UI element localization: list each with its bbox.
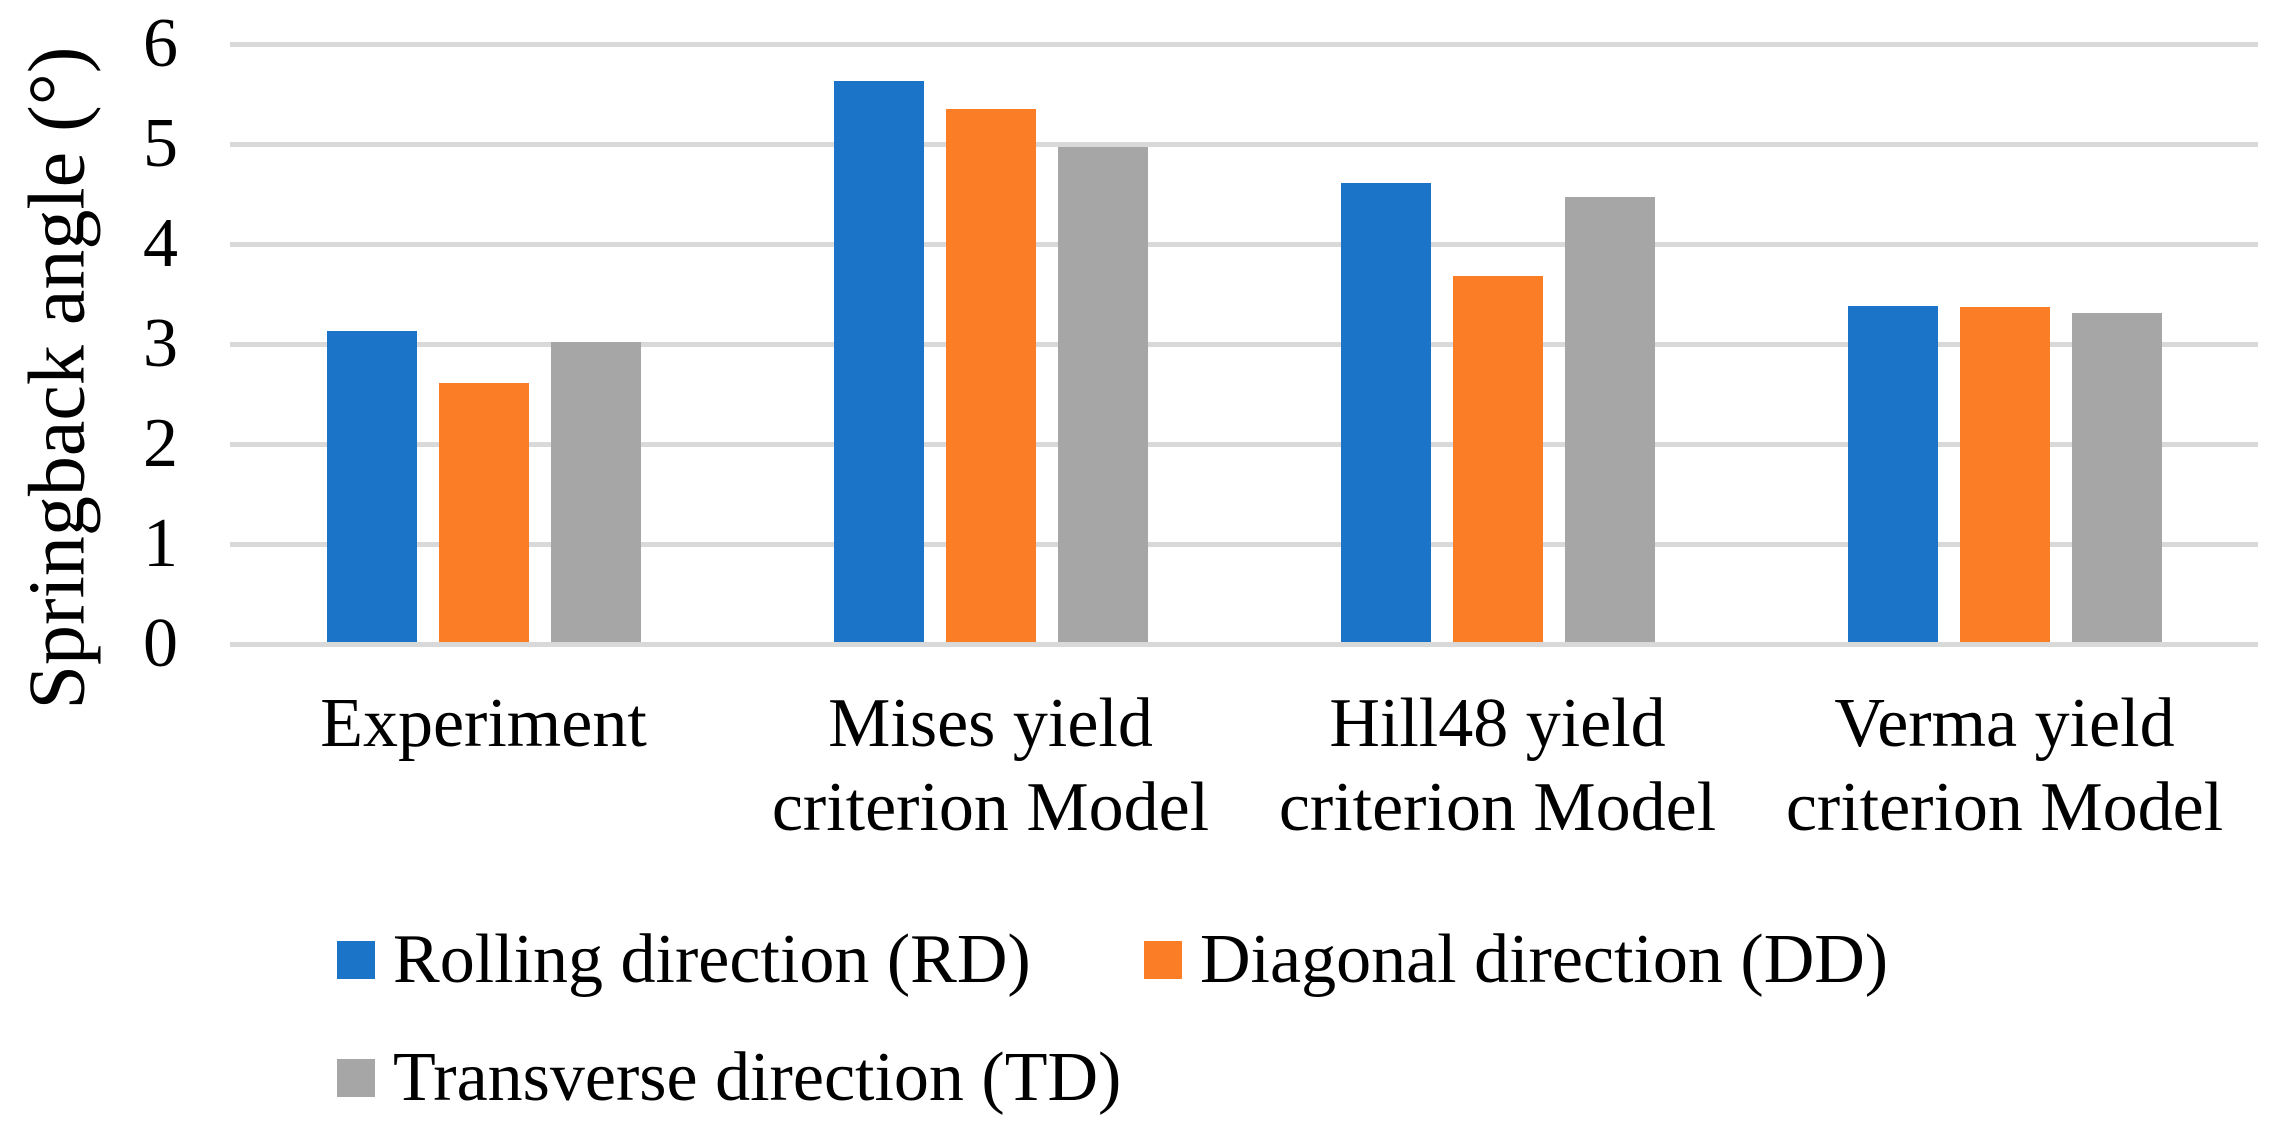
bar-dd-group-0: [438, 383, 529, 642]
bar-td-group-1: [1057, 147, 1148, 642]
bar-rd-group-3: [1847, 306, 1938, 642]
plot-area: [230, 42, 2258, 647]
bar-td-group-2: [1564, 197, 1655, 642]
legend-label: Transverse direction (TD): [393, 1039, 1122, 1116]
gridline-y-3: [230, 342, 2258, 347]
bar-dd-group-1: [945, 109, 1036, 642]
x-category-label-2: Hill48 yield criterion Model: [1278, 685, 1717, 846]
y-tick-label-3: 3: [143, 305, 178, 382]
gridline-y-1: [230, 542, 2258, 547]
gridline-y-4: [230, 242, 2258, 247]
legend-swatch-icon: [1144, 941, 1182, 979]
x-category-label-3: Verma yield criterion Model: [1785, 685, 2224, 846]
y-tick-label-4: 4: [143, 205, 178, 282]
y-tick-label-2: 2: [143, 405, 178, 482]
legend-label: Diagonal direction (DD): [1200, 921, 1889, 998]
bar-rd-group-2: [1340, 183, 1431, 642]
legend-item-td: Transverse direction (TD): [337, 1038, 1121, 1118]
y-tick-label-6: 6: [143, 5, 178, 82]
bar-td-group-3: [2071, 313, 2162, 642]
y-tick-label-0: 0: [143, 605, 178, 682]
legend-swatch-icon: [337, 1059, 375, 1097]
legend-item-dd: Diagonal direction (DD): [1144, 920, 1888, 1000]
bar-dd-group-2: [1452, 276, 1543, 642]
gridline-y-6: [230, 42, 2258, 47]
x-category-label-0: Experiment: [320, 685, 647, 762]
gridline-y-5: [230, 142, 2258, 147]
bar-td-group-0: [550, 342, 641, 642]
bar-rd-group-0: [326, 331, 417, 642]
bar-rd-group-1: [833, 81, 924, 642]
y-tick-label-5: 5: [143, 105, 178, 182]
x-category-label-1: Mises yield criterion Model: [771, 685, 1210, 846]
gridline-y-0: [230, 642, 2258, 647]
bar-dd-group-3: [1959, 307, 2050, 642]
gridline-y-2: [230, 442, 2258, 447]
legend-label: Rolling direction (RD): [393, 921, 1031, 998]
y-tick-label-1: 1: [143, 505, 178, 582]
legend-item-rd: Rolling direction (RD): [337, 920, 1031, 1000]
legend-swatch-icon: [337, 941, 375, 979]
